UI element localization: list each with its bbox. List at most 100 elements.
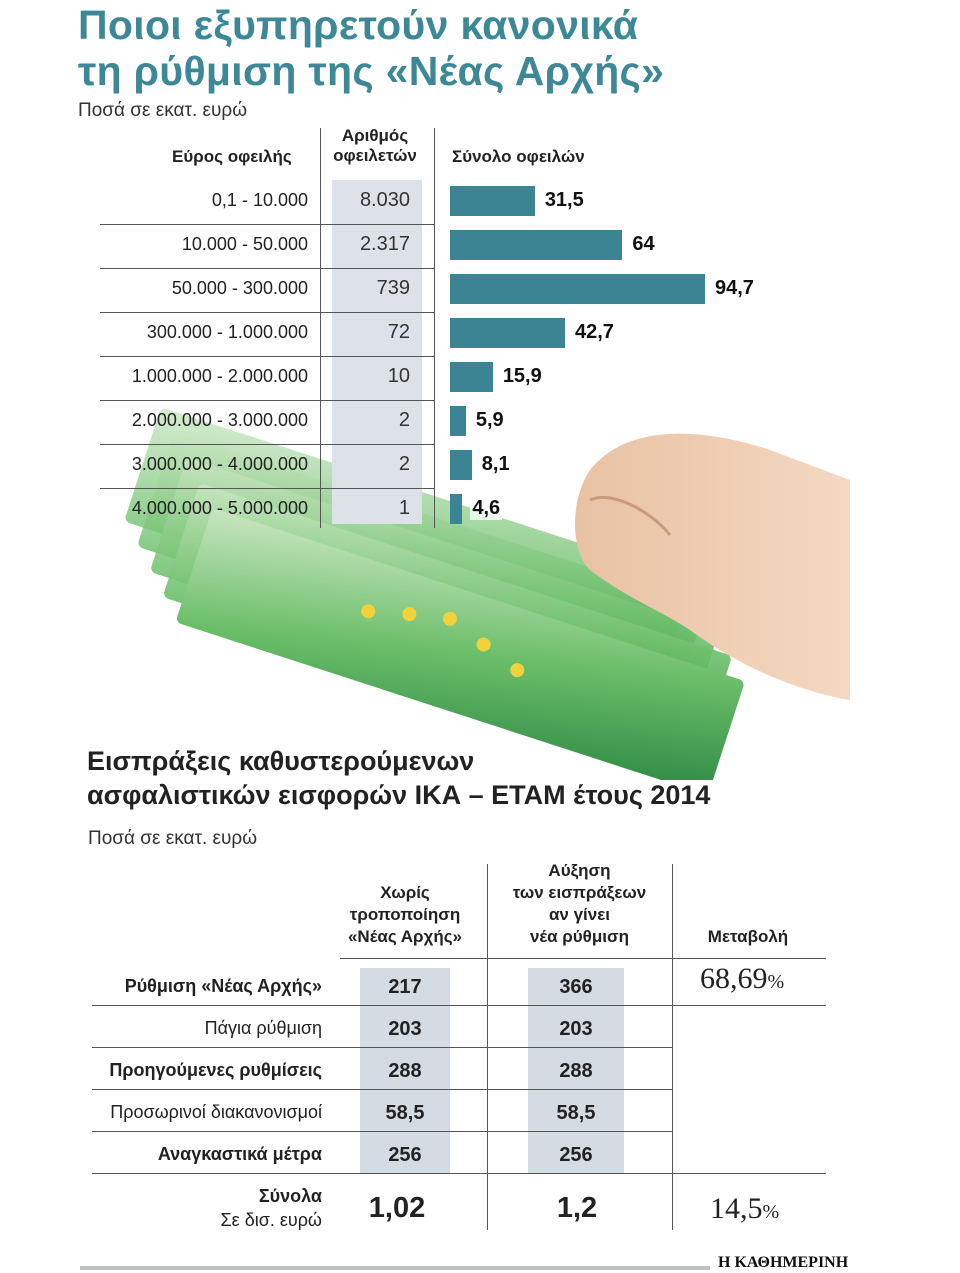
value-new-scheme: 366 — [559, 976, 593, 998]
main-title: Ποιοι εξυπηρετούν κανονικά τη ρύθμιση τη… — [78, 2, 898, 94]
total-column-header: Σύνολο οφειλών — [452, 147, 585, 166]
total2-value: 1,2 — [556, 1192, 598, 1224]
bar-value-label: 4,6 — [470, 497, 503, 520]
value-new-scheme: 288 — [559, 1060, 593, 1082]
value-no-change: 217 — [388, 976, 422, 998]
value-new-scheme: 256 — [559, 1144, 593, 1166]
bar — [450, 274, 705, 304]
col1-header-line1: Χωρίς — [380, 883, 430, 902]
change-total: 14,5% — [710, 1192, 779, 1226]
bar-value-label: 94,7 — [713, 277, 756, 300]
column-divider-1 — [320, 128, 321, 528]
row-separator — [100, 356, 434, 357]
table2-title-line1: Εισπράξεις καθυστερούμενων — [87, 746, 475, 776]
bar-value-label: 5,9 — [473, 409, 506, 432]
row-separator — [100, 400, 434, 401]
row-label: Ρύθμιση «Νέας Αρχής» — [124, 976, 322, 996]
table2-title: Εισπράξεις καθυστερούμενων ασφαλιστικών … — [87, 744, 710, 812]
row-separator — [100, 312, 434, 313]
t2-divider-2 — [672, 864, 673, 1230]
change-total-value: 14,5 — [710, 1192, 763, 1225]
bar — [450, 230, 623, 260]
col2-header-line4: νέα ρύθμιση — [529, 927, 630, 946]
row-separator — [100, 488, 434, 489]
row-separator — [100, 224, 434, 225]
hand-shape — [575, 433, 850, 700]
totals-label: Σύνολα — [258, 1186, 322, 1206]
totals-sub: Σε δισ. ευρώ — [220, 1210, 322, 1230]
debtor-count: 1 — [398, 497, 410, 519]
row-label: Αναγκαστικά μέτρα — [157, 1144, 322, 1164]
total1-value: 1,02 — [368, 1192, 426, 1224]
main-title-line1: Ποιοι εξυπηρετούν κανονικά — [78, 2, 639, 48]
bar-value-label: 42,7 — [572, 321, 616, 344]
col1-header: Χωρίς τροποποίηση «Νέας Αρχής» — [330, 882, 480, 948]
count-column-bg — [332, 180, 422, 524]
debtor-count: 10 — [387, 365, 410, 387]
bar-value-label: 64 — [630, 233, 657, 256]
debtor-count: 2 — [398, 409, 410, 431]
debtor-count: 2 — [398, 453, 410, 475]
value-new-scheme: 203 — [559, 1018, 593, 1040]
main-title-line2: τη ρύθμιση της «Νέας Αρχής» — [78, 48, 665, 94]
row-label: Προσωρινοί διακανονισμοί — [110, 1102, 322, 1122]
bar-value-label: 31,5 — [542, 189, 586, 212]
col2-shade — [528, 968, 624, 1174]
bar — [450, 362, 493, 392]
debtor-count: 739 — [376, 277, 410, 299]
footer-rule — [80, 1266, 710, 1270]
count-header-line1: Αριθμός — [341, 126, 409, 145]
banknotes-illustration — [125, 408, 850, 780]
row-separator — [100, 444, 434, 445]
value-new-scheme: 58,5 — [556, 1102, 596, 1124]
debtor-count: 8.030 — [359, 189, 410, 211]
range-label: 1.000.000 - 2.000.000 — [131, 366, 308, 386]
bar — [450, 406, 466, 436]
row-separator — [92, 1089, 672, 1090]
col3-header: Μεταβολή — [707, 927, 789, 946]
count-column-header: Αριθμός οφειλετών — [322, 126, 428, 166]
bar-value-label: 15,9 — [500, 365, 544, 388]
t2-header-rule — [340, 958, 826, 959]
row-label: Πάγια ρύθμιση — [204, 1018, 322, 1038]
bar-value-label: 8,1 — [479, 453, 512, 476]
row-label: Προηγούμενες ρυθμίσεις — [109, 1060, 322, 1080]
units-caption: Ποσά σε εκατ. ευρώ — [78, 100, 248, 121]
col2-header-line1: Αύξηση — [548, 861, 611, 880]
change-first-value: 68,69 — [700, 962, 768, 995]
table2-title-line2: ασφαλιστικών εισφορών ΙΚΑ – ΕΤΑΜ έτους 2… — [87, 780, 711, 810]
column-divider-2 — [434, 128, 435, 528]
range-label: 4.000.000 - 5.000.000 — [131, 498, 308, 518]
debtor-count: 2.317 — [359, 233, 410, 255]
banknote-stack — [125, 408, 744, 780]
value-no-change: 256 — [388, 1144, 422, 1166]
range-label: 50.000 - 300.000 — [171, 278, 308, 298]
col2-header-line2: των εισπράξεων — [512, 883, 647, 902]
debtor-count: 72 — [387, 321, 410, 343]
row-separator — [92, 1047, 672, 1048]
value-no-change: 288 — [388, 1060, 422, 1082]
bar — [450, 186, 535, 216]
change-first-percent: % — [767, 971, 785, 993]
row-separator — [92, 1131, 672, 1132]
bar — [450, 450, 472, 480]
col1-shade — [360, 968, 450, 1174]
value-no-change: 58,5 — [385, 1102, 425, 1124]
range-label: 0,1 - 10.000 — [211, 190, 308, 210]
col1-header-line3: «Νέας Αρχής» — [347, 927, 463, 946]
change-first: 68,69% — [700, 962, 784, 996]
range-column-header: Εύρος οφειλής — [172, 147, 292, 166]
row-separator — [92, 1005, 826, 1006]
range-label: 3.000.000 - 4.000.000 — [131, 454, 308, 474]
t2-totals-rule — [92, 1173, 826, 1174]
col2-header-line3: αν γίνει — [548, 905, 611, 924]
range-label: 2.000.000 - 3.000.000 — [131, 410, 308, 430]
value-no-change: 203 — [388, 1018, 422, 1040]
bar — [450, 494, 463, 524]
table2-units: Ποσά σε εκατ. ευρώ — [88, 828, 258, 849]
col2-header: Αύξηση των εισπράξεων αν γίνει νέα ρύθμι… — [492, 860, 667, 948]
row-separator — [100, 268, 434, 269]
change-total-percent: % — [762, 1201, 780, 1223]
range-label: 10.000 - 50.000 — [181, 234, 308, 254]
col1-header-line2: τροποποίηση — [349, 905, 461, 924]
